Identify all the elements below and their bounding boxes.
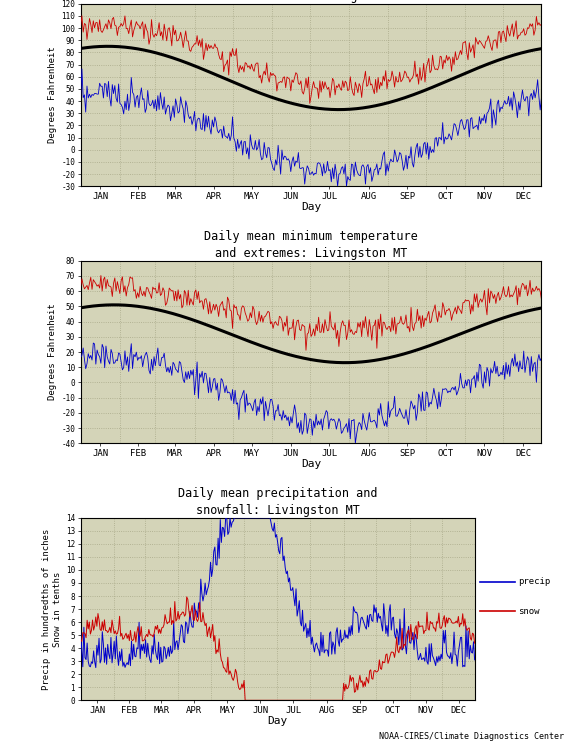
X-axis label: Day: Day — [301, 202, 321, 212]
Title: Daily mean maximum temperature
and extremes: Livingston MT: Daily mean maximum temperature and extre… — [204, 0, 418, 2]
Y-axis label: Degrees Fahrenheit: Degrees Fahrenheit — [48, 47, 57, 143]
X-axis label: Day: Day — [267, 716, 288, 726]
Y-axis label: Degrees Fahrenheit: Degrees Fahrenheit — [48, 304, 57, 400]
Text: NOAA-CIRES/Climate Diagnostics Center: NOAA-CIRES/Climate Diagnostics Center — [380, 732, 564, 741]
Text: snow: snow — [518, 607, 539, 616]
Title: Daily mean minimum temperature
and extremes: Livingston MT: Daily mean minimum temperature and extre… — [204, 229, 418, 259]
X-axis label: Day: Day — [301, 459, 321, 469]
Title: Daily mean precipitation and
snowfall: Livingston MT: Daily mean precipitation and snowfall: L… — [178, 486, 377, 516]
Text: precip: precip — [518, 577, 550, 586]
Y-axis label: Precip in hundredths of inches
Snow in tenths: Precip in hundredths of inches Snow in t… — [42, 528, 62, 690]
